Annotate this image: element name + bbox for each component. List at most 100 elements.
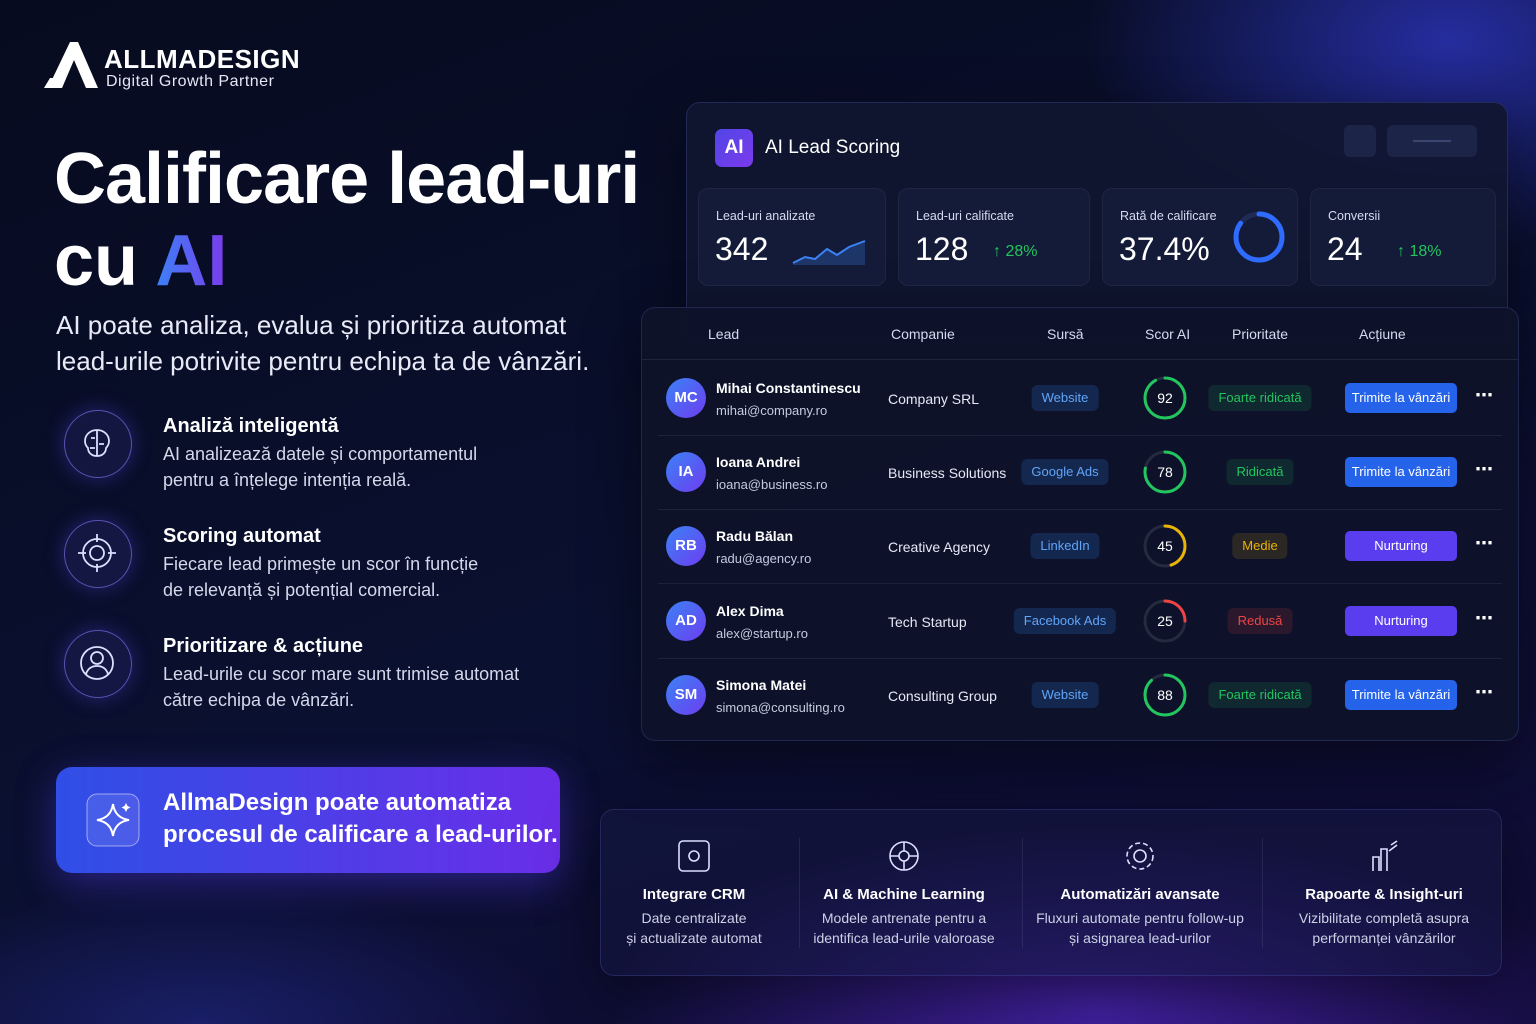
- score-arc: [1143, 450, 1187, 494]
- action-button[interactable]: Nurturing: [1345, 531, 1457, 562]
- column-header: Prioritate: [1232, 326, 1289, 342]
- action-button[interactable]: Nurturing: [1345, 605, 1457, 636]
- score-arc: [1143, 599, 1187, 643]
- lead-table: Lead Companie Sursă Scor AI Prioritate Acțiun…: [641, 307, 1519, 741]
- action-button[interactable]: Trimite la vânzări: [1345, 383, 1457, 413]
- lead-name: Radu Bălan: [716, 528, 794, 545]
- score-arc: [1143, 524, 1187, 568]
- column-header: Acțiune: [1359, 326, 1406, 342]
- company: Company SRL: [888, 391, 980, 407]
- benefit-icon: [1372, 840, 1398, 871]
- toolbar-button[interactable]: [1344, 125, 1376, 157]
- benefit-title: Rapoarte & Insight-uri: [1305, 886, 1463, 903]
- table-row: AD Alex Dima alex@startup.ro Tech Startup Fa…: [658, 584, 1502, 659]
- source-badge: Facebook Ads: [1013, 607, 1117, 634]
- avatar: RB: [666, 526, 706, 567]
- benefits-panel: Integrare CRM Date centralizate și actuali…: [600, 809, 1502, 976]
- avatar: AD: [666, 600, 706, 641]
- lead-email: alex@startup.ro: [716, 625, 808, 641]
- brand-tagline: Digital Growth Partner: [106, 73, 275, 90]
- benefit-icon: [889, 841, 919, 871]
- stat-label: Lead-uri calificate: [916, 209, 1014, 223]
- feature-icon: [64, 630, 132, 698]
- action-button[interactable]: Trimite la vânzări: [1345, 679, 1457, 710]
- benefit-divider: [1262, 838, 1263, 948]
- stat-value: 24: [1327, 231, 1363, 267]
- priority-badge: Foarte ridicată: [1208, 681, 1312, 708]
- hero-title-prefix: cu: [54, 221, 139, 301]
- score-value: 45: [1157, 538, 1173, 554]
- cta-icon: [86, 793, 140, 847]
- feature-title: Prioritizare & acțiune: [163, 635, 364, 657]
- stat-label: Rată de calificare: [1120, 209, 1217, 223]
- more-menu[interactable]: ⋯: [1475, 385, 1494, 405]
- benefit-title: AI & Machine Learning: [823, 886, 985, 903]
- avatar: SM: [666, 674, 706, 715]
- feature-glyph: [78, 534, 116, 572]
- benefit-text: Modele antrenate pentru a: [821, 910, 987, 926]
- company: Tech Startup: [888, 613, 967, 630]
- score-value: 78: [1157, 464, 1173, 480]
- benefit-text: Date centralizate: [641, 910, 747, 926]
- score-gauge: 78: [1143, 450, 1187, 494]
- column-header: Scor AI: [1145, 326, 1191, 342]
- table-row: RB Radu Bălan radu@agency.ro Creative Agenc…: [658, 509, 1502, 585]
- table-row: SM Simona Matei simona@consulting.ro Consul…: [658, 658, 1502, 732]
- source-badge: LinkedIn: [1030, 533, 1100, 560]
- benefit-title: Integrare CRM: [642, 886, 746, 903]
- feature-icon: [64, 410, 132, 478]
- hero-subtitle-line: lead-urile potrivite pentru echipa ta de…: [56, 346, 590, 376]
- score-value: 88: [1157, 687, 1173, 703]
- table-row: MC Mihai Constantinescu mihai@company.ro Co…: [658, 361, 1502, 436]
- avatar: MC: [666, 378, 706, 418]
- action-button[interactable]: Trimite la vânzări: [1345, 457, 1457, 488]
- cta-line: procesul de calificare a lead-urilor.: [163, 821, 558, 848]
- brand-name: ALLMADESIGN: [104, 44, 301, 74]
- score-arc: [1143, 673, 1187, 717]
- feature-icon: [64, 520, 132, 588]
- more-menu[interactable]: ⋯: [1475, 607, 1494, 628]
- company: Consulting Group: [888, 687, 997, 704]
- score-arc: [1143, 376, 1187, 420]
- score-gauge: 88: [1143, 673, 1187, 717]
- stat-card: Lead-uri analizate 342: [698, 188, 886, 286]
- avatar: IA: [666, 452, 706, 493]
- stat-change: ↑ 18%: [1397, 243, 1442, 260]
- toolbar-button[interactable]: [1387, 125, 1477, 157]
- priority-badge: Foarte ridicată: [1208, 385, 1312, 411]
- feature-text: către echipa de vânzări.: [163, 690, 355, 710]
- lead-email: ioana@business.ro: [716, 477, 828, 493]
- logo-mark: [44, 42, 98, 88]
- stat-card: Rată de calificare 37.4%: [1102, 188, 1298, 286]
- sparkline: [792, 240, 866, 265]
- column-header: Companie: [891, 326, 955, 342]
- score-gauge: 25: [1143, 599, 1187, 643]
- more-menu[interactable]: ⋯: [1475, 681, 1494, 702]
- score-value: 92: [1157, 390, 1173, 406]
- company: Business Solutions: [888, 465, 1007, 482]
- lead-email: mihai@company.ro: [716, 403, 828, 418]
- lead-name: Alex Dima: [716, 602, 784, 619]
- benefit-text: performanței vânzărilor: [1312, 930, 1456, 946]
- benefit-icon: [678, 840, 710, 872]
- benefit-text: Vizibilitate completă asupra: [1298, 910, 1470, 926]
- feature-text: Fiecare lead primește un scor în funcție: [163, 554, 479, 574]
- more-menu[interactable]: ⋯: [1475, 459, 1494, 480]
- dashboard-icon: AI: [715, 129, 753, 167]
- feature-glyph: [84, 429, 110, 457]
- hero-title-highlight: AI: [155, 221, 228, 301]
- more-menu[interactable]: ⋯: [1475, 533, 1494, 554]
- header-divider: [642, 359, 1518, 360]
- feature-text: Lead-urile cu scor mare sunt trimise aut…: [163, 664, 520, 684]
- hero-title: Calificare lead-uri: [54, 139, 640, 219]
- priority-badge: Redusă: [1227, 607, 1293, 634]
- rate-ring: [1233, 211, 1285, 263]
- hero-subtitle-line: AI poate analiza, evalua și prioritiza a…: [56, 310, 567, 340]
- benefit-divider: [799, 838, 800, 948]
- source-badge: Website: [1031, 681, 1099, 708]
- stat-value: 128: [915, 231, 969, 267]
- feature-text: de relevanță și potențial comercial.: [163, 580, 441, 600]
- benefit-divider: [1022, 838, 1023, 948]
- benefit-text: identifica lead-urile valoroase: [813, 930, 995, 946]
